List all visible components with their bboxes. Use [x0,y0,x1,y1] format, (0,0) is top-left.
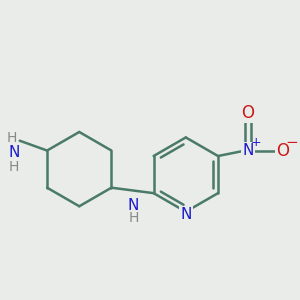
Text: N: N [9,145,20,160]
Text: N: N [128,198,139,213]
Text: H: H [6,131,17,145]
Text: O: O [277,142,290,160]
Text: N: N [242,143,254,158]
Text: −: − [285,135,298,150]
Text: H: H [128,211,139,225]
Text: O: O [242,104,254,122]
Text: H: H [9,160,20,174]
Text: N: N [180,207,191,222]
Text: +: + [251,136,262,149]
